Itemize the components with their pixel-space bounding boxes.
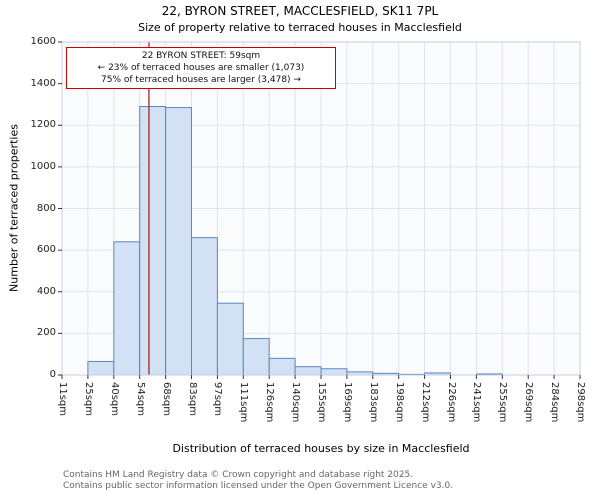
y-tick-label: 200 [36,327,56,339]
x-tick-label: 269sqm [523,382,535,423]
x-tick-label: 298sqm [575,382,586,423]
y-tick-label: 0 [49,369,56,380]
x-tick-label: 68sqm [160,382,172,417]
y-tick-label: 400 [36,285,56,297]
histogram-bar [87,360,115,376]
x-axis-title: Distribution of terraced houses by size … [172,442,470,455]
chart-subtitle: Size of property relative to terraced ho… [138,21,462,34]
y-tick-label: 800 [36,202,56,214]
y-tick-label: 1400 [30,77,56,89]
histogram-bar [216,302,244,376]
histogram-bar [113,241,141,376]
histogram-bar [242,338,270,376]
histogram-bar [320,368,348,376]
x-tick-label: 140sqm [290,382,302,423]
x-tick-label: 11sqm [57,382,68,417]
x-tick-label: 198sqm [393,382,405,423]
annotation-smaller-pct: ← 23% of terraced houses are smaller (1,… [97,63,305,73]
x-tick-label: 155sqm [316,382,327,423]
x-tick-label: 54sqm [134,382,146,417]
histogram-bar [139,106,167,376]
y-tick-label: 1200 [30,119,56,131]
x-tick-label: 169sqm [341,382,353,423]
x-tick-label: 97sqm [212,382,224,417]
histogram-bar [268,357,296,376]
y-tick-label: 1000 [30,160,56,172]
histogram-bar [191,237,218,376]
x-tick-label: 241sqm [471,382,483,423]
x-tick-label: 111sqm [238,382,250,423]
x-tick-label: 284sqm [549,382,561,423]
x-tick-label: 25sqm [82,382,94,417]
chart-title: 22, BYRON STREET, MACCLESFIELD, SK11 7PL [161,4,439,18]
x-tick-label: 255sqm [497,382,509,423]
x-tick-label: 226sqm [445,382,457,423]
x-tick-label: 83sqm [186,382,198,417]
y-axis-title: Number of terraced properties [7,124,21,292]
x-tick-label: 40sqm [108,382,120,417]
histogram-bar [294,366,322,376]
footer-attribution-1: Contains HM Land Registry data © Crown c… [63,470,414,480]
y-tick-label: 600 [36,244,56,256]
histogram-bar [165,107,193,376]
footer-attribution-2: Contains public sector information licen… [63,481,454,491]
y-tick-label: 1600 [30,36,56,47]
annotation-property-size: 22 BYRON STREET: 59sqm [141,51,261,61]
x-tick-label: 126sqm [264,382,276,423]
x-tick-label: 212sqm [419,382,431,423]
annotation-larger-pct: 75% of terraced houses are larger (3,478… [101,75,301,85]
x-tick-label: 183sqm [367,382,379,423]
annotation-box: 22 BYRON STREET: 59sqm ← 23% of terraced… [66,47,336,89]
